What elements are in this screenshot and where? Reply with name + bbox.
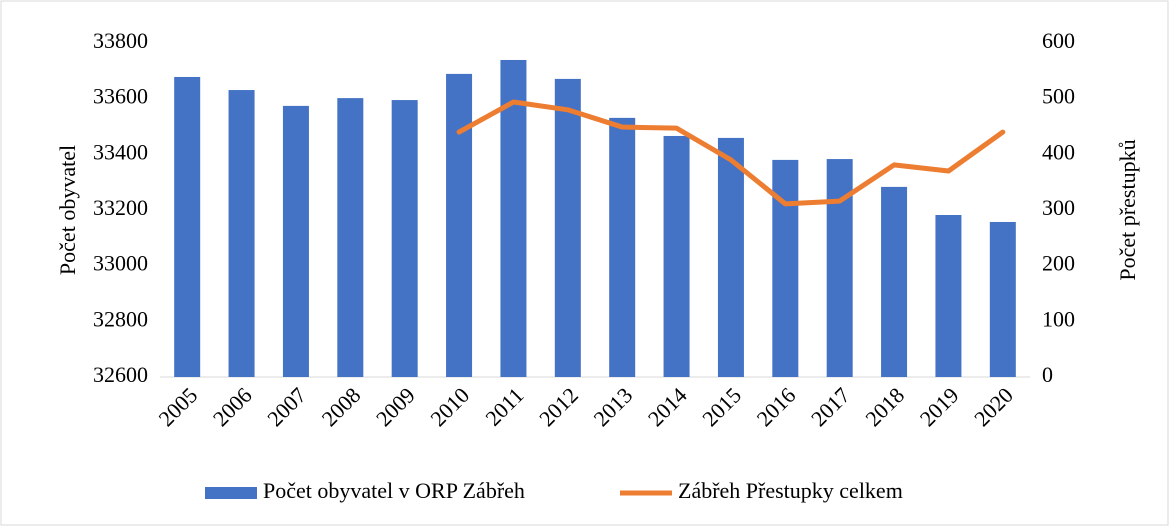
y2-tick-label: 500 — [1042, 84, 1075, 109]
bar — [663, 135, 690, 377]
bar — [228, 90, 255, 377]
y2-tick-label: 600 — [1042, 28, 1075, 53]
y-tick-label: 33400 — [93, 139, 148, 164]
bar — [609, 117, 636, 377]
bar — [935, 215, 962, 377]
y2-tick-label: 100 — [1042, 306, 1075, 331]
legend-swatch — [205, 487, 257, 499]
bar — [717, 137, 744, 377]
bar — [554, 78, 581, 377]
line — [456, 99, 1006, 207]
bar — [174, 76, 201, 377]
y2-axis-label: Počet přestupků — [1115, 139, 1140, 280]
bar — [282, 105, 309, 378]
bar — [446, 73, 473, 378]
bar — [989, 221, 1016, 377]
y-tick-label: 32600 — [93, 362, 148, 387]
y-tick-label: 33800 — [93, 28, 148, 53]
bar — [500, 59, 527, 377]
y-tick-label: 33000 — [93, 251, 148, 276]
bar — [391, 100, 418, 377]
bar — [826, 159, 853, 377]
y-tick-label: 33200 — [93, 195, 148, 220]
y2-tick-label: 200 — [1042, 251, 1075, 276]
legend-label: Počet obyvatel v ORP Zábřeh — [263, 478, 525, 503]
y2-tick-label: 400 — [1042, 139, 1075, 164]
bar — [881, 186, 908, 377]
y2-tick-label: 0 — [1042, 362, 1053, 387]
y2-tick-label: 300 — [1042, 195, 1075, 220]
y-axis-label: Počet obyvatel — [55, 145, 80, 275]
y-tick-label: 32800 — [93, 306, 148, 331]
y-tick-label: 33600 — [93, 84, 148, 109]
legend-label: Zábřeh Přestupky celkem — [678, 478, 903, 503]
bar — [337, 98, 364, 378]
bar — [772, 159, 799, 377]
